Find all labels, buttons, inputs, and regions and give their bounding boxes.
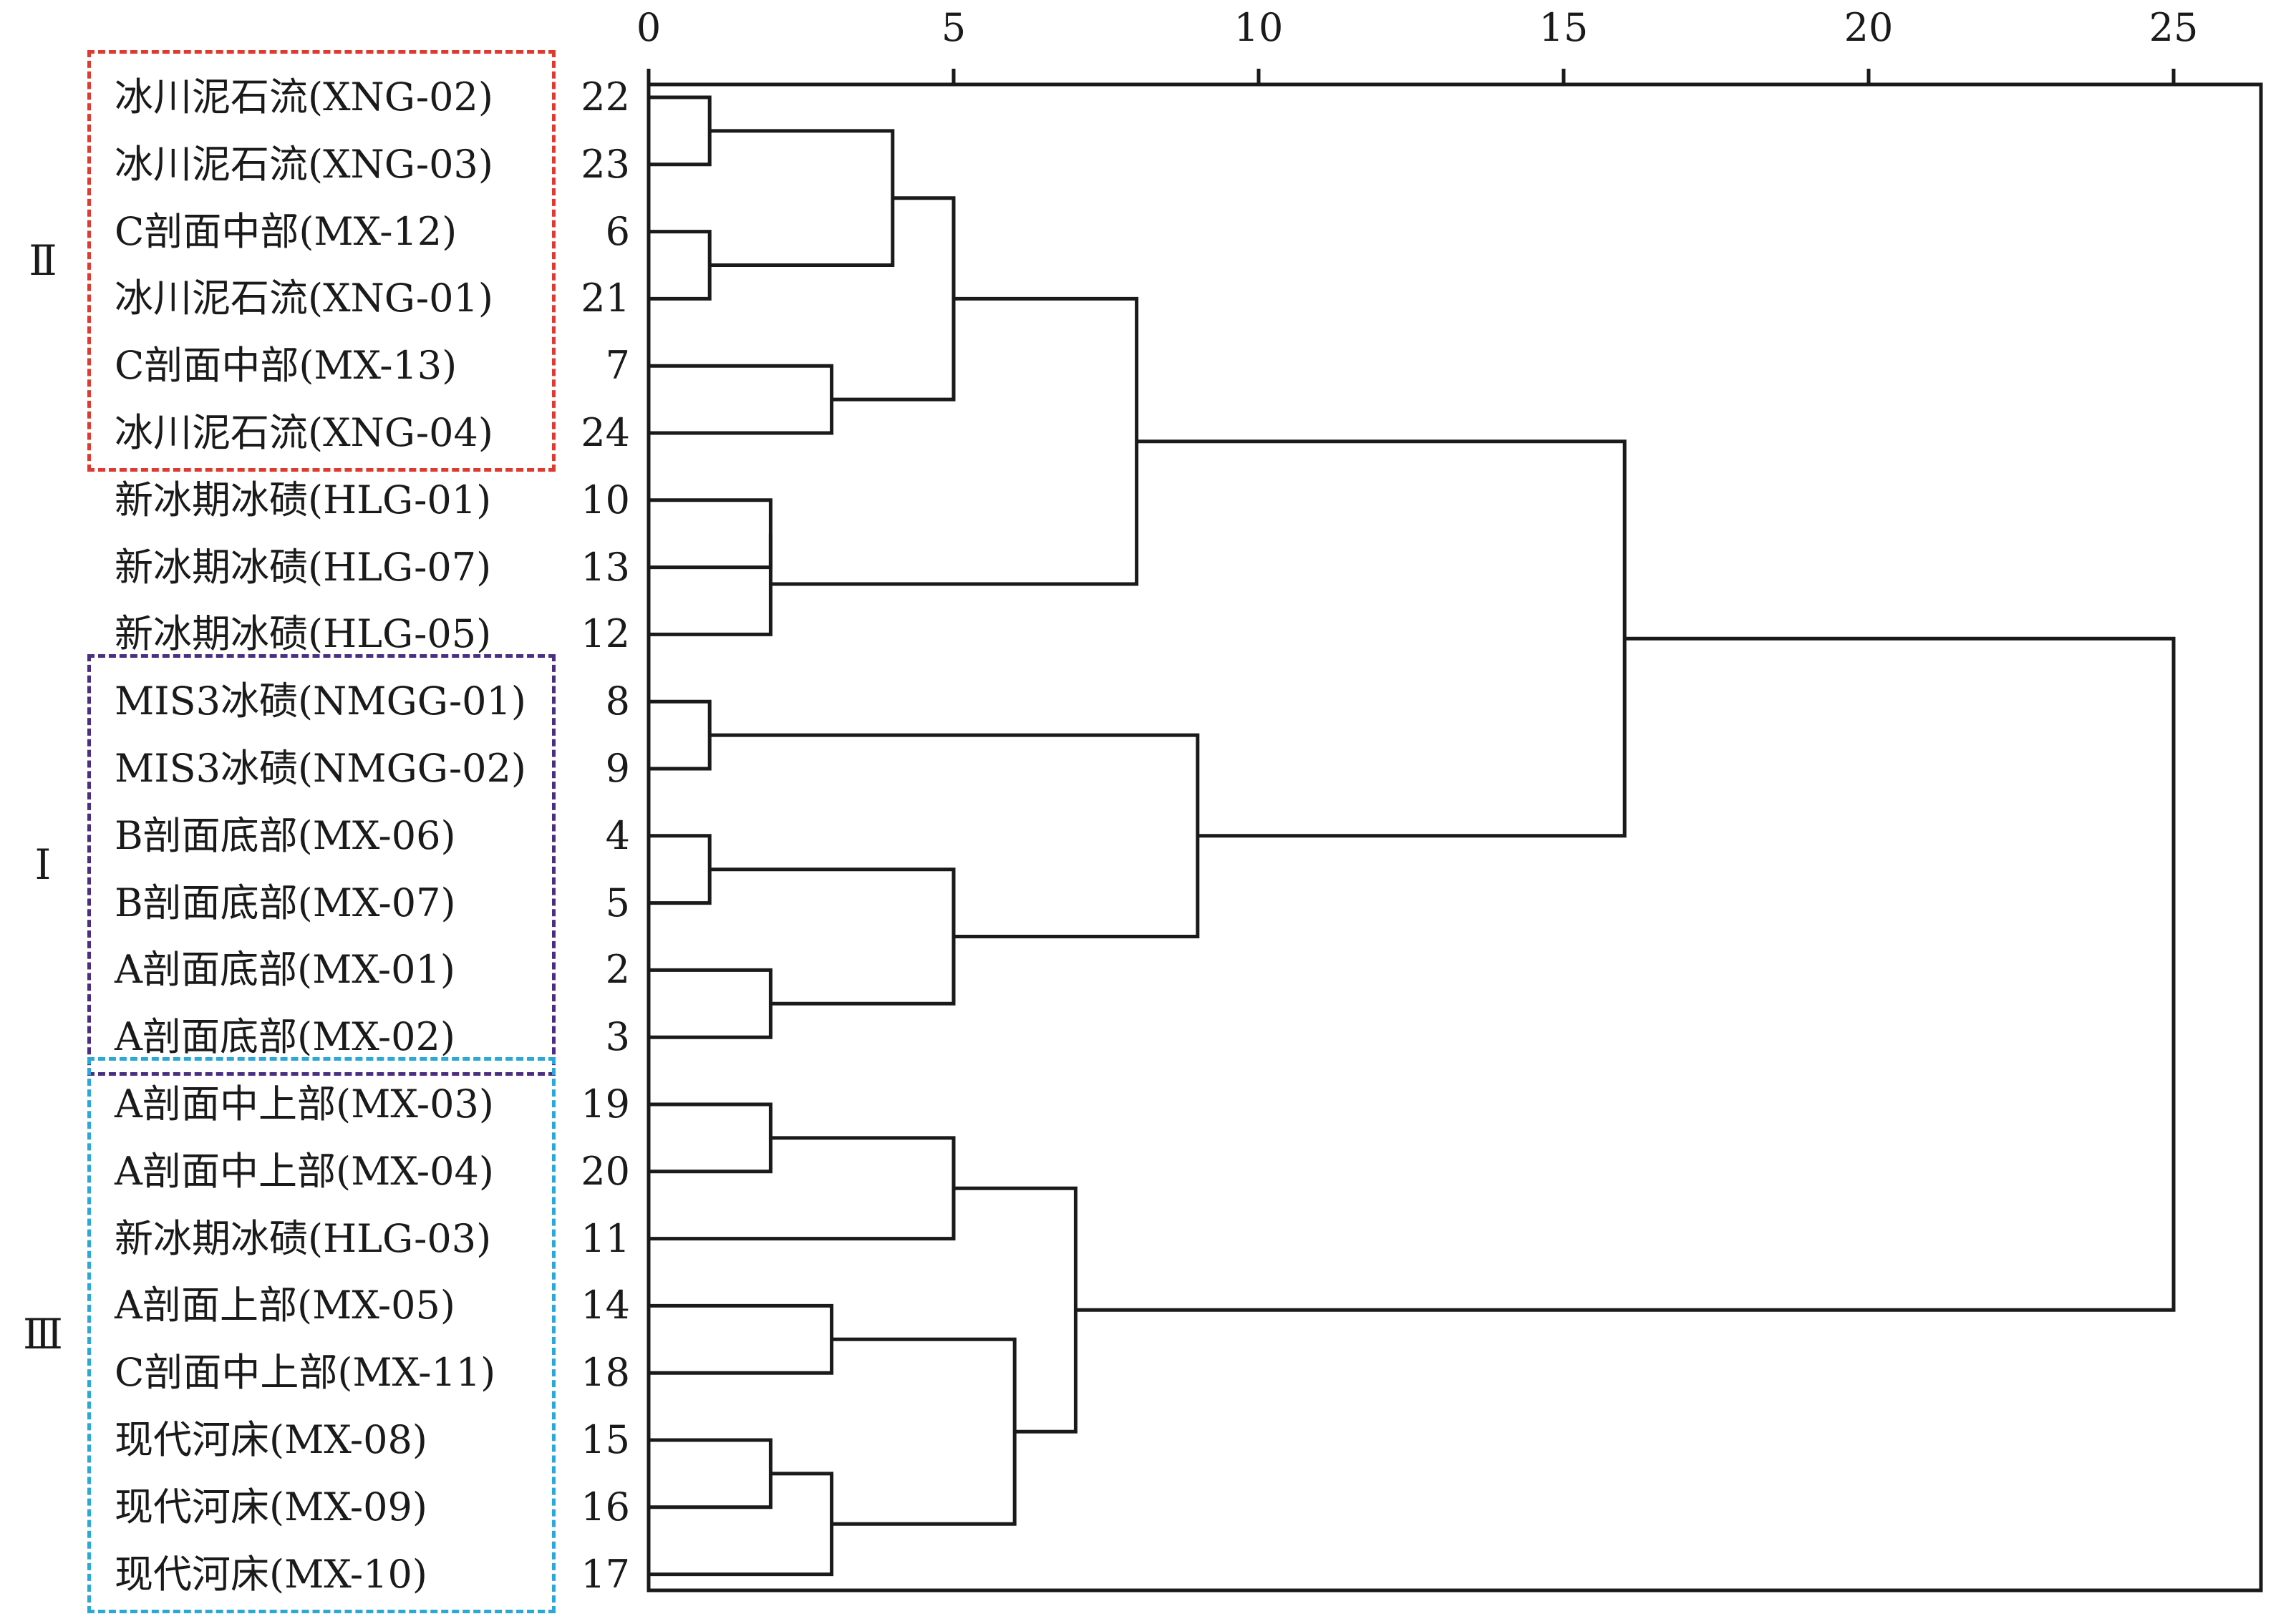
dendrogram-link xyxy=(1075,636,2176,1312)
leaf-id: 23 xyxy=(581,141,630,187)
leaf-id: 7 xyxy=(605,343,630,389)
dendrogram-link xyxy=(710,867,956,1006)
leaf-id: 9 xyxy=(605,746,630,791)
leaf-id: 6 xyxy=(605,208,630,254)
leaf-name: A剖面底部(MX-01) xyxy=(115,947,455,993)
leaf-name: C剖面中上部(MX-11) xyxy=(115,1350,496,1396)
dendrogram-link xyxy=(649,834,712,905)
leaf-name: C剖面中部(MX-13) xyxy=(115,343,457,389)
dendrogram-link xyxy=(649,1438,773,1509)
leaf-name: MIS3冰碛(NMGG-02) xyxy=(115,746,526,791)
leaf-name: 现代河床(MX-10) xyxy=(115,1551,427,1597)
dendrogram-link xyxy=(710,129,895,267)
axis-tick-label-15: 15 xyxy=(1539,5,1589,50)
dendrogram-link xyxy=(649,699,712,771)
leaf-name: 新冰期冰碛(HLG-03) xyxy=(115,1215,492,1261)
leaf-name: 冰川泥石流(XNG-02) xyxy=(115,74,493,120)
dendrogram-link xyxy=(649,533,773,636)
leaf-id: 17 xyxy=(581,1551,630,1597)
leaf-id: 21 xyxy=(581,276,630,321)
dendrogram-link xyxy=(649,1472,834,1577)
dendrogram-link xyxy=(649,968,773,1039)
leaf-name: 新冰期冰碛(HLG-07) xyxy=(115,544,492,590)
dendrogram-link xyxy=(1136,439,1627,838)
dendrogram-link xyxy=(831,1337,1017,1526)
leaf-name: 现代河床(MX-09) xyxy=(115,1484,427,1530)
leaf-id: 24 xyxy=(581,410,630,455)
leaf-id: 22 xyxy=(581,74,630,120)
leaf-name: 冰川泥石流(XNG-04) xyxy=(115,410,493,455)
leaf-name: 冰川泥石流(XNG-01) xyxy=(115,276,493,321)
group-box-I xyxy=(87,654,556,1076)
group-tag-III: Ⅲ xyxy=(23,1310,63,1359)
leaf-id: 8 xyxy=(605,679,630,724)
leaf-name: B剖面底部(MX-07) xyxy=(115,880,456,925)
leaf-id: 19 xyxy=(581,1081,630,1127)
leaf-name: B剖面底部(MX-06) xyxy=(115,812,456,858)
group-box-III xyxy=(87,1057,556,1613)
leaf-name: 新冰期冰碛(HLG-05) xyxy=(115,611,492,657)
axis-tick-label-20: 20 xyxy=(1844,5,1894,50)
leaf-name: A剖面中上部(MX-03) xyxy=(115,1081,494,1127)
group-box-II xyxy=(87,50,556,472)
leaf-id: 14 xyxy=(581,1283,630,1328)
dendrogram-link xyxy=(649,1303,834,1375)
leaf-id: 11 xyxy=(581,1215,630,1261)
leaf-name: 新冰期冰碛(HLG-01) xyxy=(115,477,492,522)
leaf-id: 18 xyxy=(581,1350,630,1396)
leaf-id: 10 xyxy=(581,477,630,522)
dendrogram-link xyxy=(649,1102,773,1174)
axis-tick-label-0: 0 xyxy=(636,5,662,50)
group-tag-I: Ⅰ xyxy=(34,840,52,889)
dendrogram-link xyxy=(649,95,712,167)
leaf-id: 16 xyxy=(581,1484,630,1530)
leaf-name: A剖面上部(MX-05) xyxy=(115,1283,455,1328)
axis-tick-label-5: 5 xyxy=(941,5,967,50)
leaf-id: 2 xyxy=(605,947,630,993)
axis-tick-label-25: 25 xyxy=(2149,5,2199,50)
leaf-id: 12 xyxy=(581,611,630,657)
dendrogram-link xyxy=(649,364,834,435)
dendrogram-link xyxy=(649,230,712,301)
group-tag-II: Ⅱ xyxy=(29,235,57,285)
leaf-id: 20 xyxy=(581,1148,630,1194)
leaf-name: A剖面底部(MX-02) xyxy=(115,1014,455,1060)
leaf-id: 3 xyxy=(605,1014,630,1060)
leaf-id: 4 xyxy=(605,812,630,858)
leaf-name: 现代河床(MX-08) xyxy=(115,1417,427,1462)
dendrogram-link xyxy=(649,1136,956,1241)
axis-tick-label-10: 10 xyxy=(1234,5,1284,50)
leaf-id: 13 xyxy=(581,544,630,590)
dendrogram-link xyxy=(649,498,773,570)
leaf-name: C剖面中部(MX-12) xyxy=(115,208,457,254)
leaf-id: 15 xyxy=(581,1417,630,1462)
leaf-name: MIS3冰碛(NMGG-01) xyxy=(115,679,526,724)
leaf-name: A剖面中上部(MX-04) xyxy=(115,1148,494,1194)
leaf-name: 冰川泥石流(XNG-03) xyxy=(115,141,493,187)
leaf-id: 5 xyxy=(605,880,630,925)
